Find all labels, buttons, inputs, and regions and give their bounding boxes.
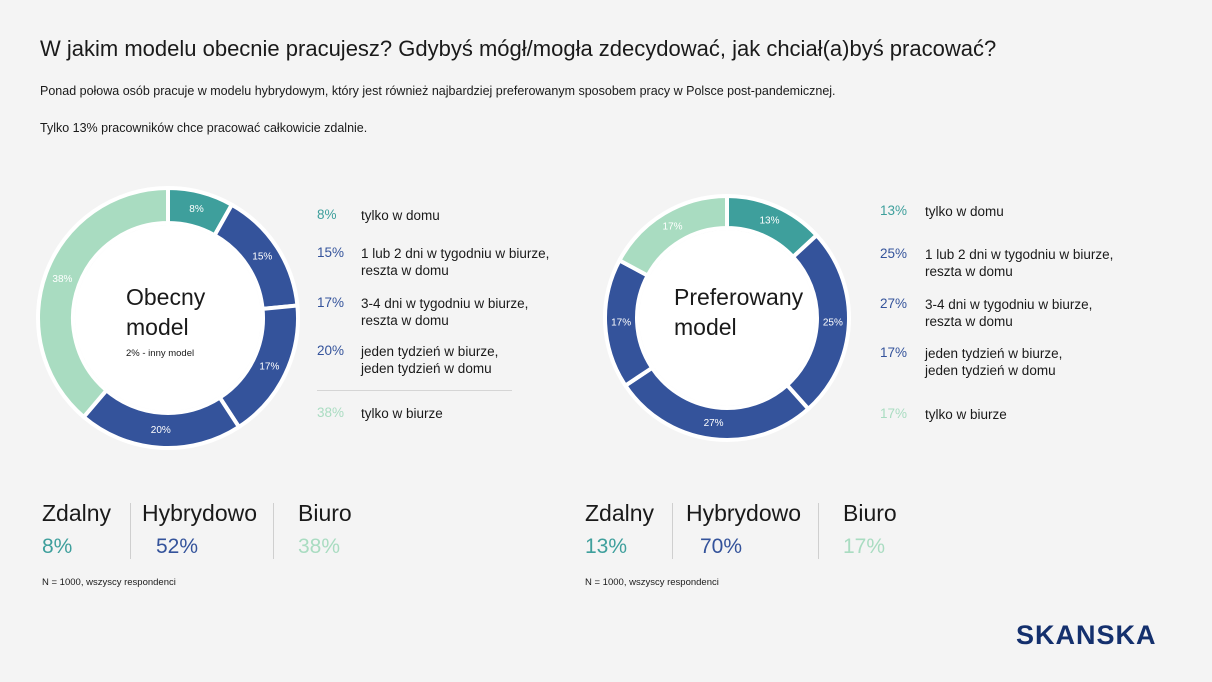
footnote: N = 1000, wszyscy respondenci <box>42 577 176 588</box>
legend-divider <box>317 390 512 391</box>
slice-label: 15% <box>252 251 272 262</box>
legend-value: 20% <box>317 343 345 358</box>
summary-divider <box>672 503 673 559</box>
center-note: 2% - inny model <box>126 348 195 359</box>
summary-name: Hybrydowo <box>142 500 258 526</box>
donut-hole <box>75 225 261 411</box>
summary-value: 52% <box>156 535 199 558</box>
summary-name: Zdalny <box>585 500 655 526</box>
legend-label: jeden tydzień w biurze, jeden tydzień w … <box>361 344 499 376</box>
legend-value: 13% <box>880 203 908 218</box>
footnote: N = 1000, wszyscy respondenci <box>585 577 719 588</box>
subtitle: Ponad połowa osób pracuje w modelu hybry… <box>40 84 836 98</box>
legend-value: 27% <box>880 296 908 311</box>
legend-value: 38% <box>317 405 345 420</box>
summary-divider <box>818 503 819 559</box>
legend-label: tylko w domu <box>925 204 1004 219</box>
legend-label: 3-4 dni w tygodniu w biurze, reszta w do… <box>361 296 529 328</box>
summary-name: Hybrydowo <box>686 500 802 526</box>
donut-slice <box>616 193 729 279</box>
summary-value: 17% <box>843 535 886 558</box>
slice-label: 8% <box>189 204 204 215</box>
summary-name: Biuro <box>843 500 897 526</box>
legend-label: 3-4 dni w tygodniu w biurze, reszta w do… <box>925 297 1093 329</box>
note: Tylko 13% pracowników chce pracować całk… <box>40 121 368 135</box>
legend-label: 1 lub 2 dni w tygodniu w biurze, reszta … <box>925 247 1114 279</box>
summary-divider <box>130 503 131 559</box>
slice-label: 17% <box>259 361 279 372</box>
summary-value: 13% <box>585 535 628 558</box>
legend-label: tylko w biurze <box>925 407 1007 422</box>
donut-slice <box>36 185 170 420</box>
summary-value: 70% <box>700 535 743 558</box>
center-label: Preferowany model <box>674 284 804 340</box>
legend-label: tylko w domu <box>361 208 440 223</box>
legend-value: 17% <box>317 295 345 310</box>
summary-name: Zdalny <box>42 500 112 526</box>
slice-label: 20% <box>151 425 171 436</box>
donut-hole <box>639 230 815 406</box>
title: W jakim modelu obecnie pracujesz? Gdybyś… <box>40 36 997 61</box>
legend-label: tylko w biurze <box>361 406 443 421</box>
slice-label: 13% <box>759 216 779 227</box>
slice-label: 27% <box>704 418 724 429</box>
legend-value: 8% <box>317 207 337 222</box>
summary-value: 8% <box>42 535 73 558</box>
summary-value: 38% <box>298 535 341 558</box>
legend-value: 17% <box>880 345 908 360</box>
slice-label: 38% <box>52 274 72 285</box>
slice-label: 17% <box>611 318 631 329</box>
summary-divider <box>273 503 274 559</box>
logo: SKANSKA <box>1016 620 1157 650</box>
slice-label: 17% <box>663 222 683 233</box>
center-label: Obecny model <box>126 284 206 340</box>
legend-label: 1 lub 2 dni w tygodniu w biurze, reszta … <box>361 246 550 278</box>
summary-name: Biuro <box>298 500 352 526</box>
legend-label: jeden tydzień w biurze, jeden tydzień w … <box>925 346 1063 378</box>
legend-value: 17% <box>880 406 908 421</box>
slice-label: 25% <box>823 318 843 329</box>
legend-value: 25% <box>880 246 908 261</box>
legend-value: 15% <box>317 245 345 260</box>
